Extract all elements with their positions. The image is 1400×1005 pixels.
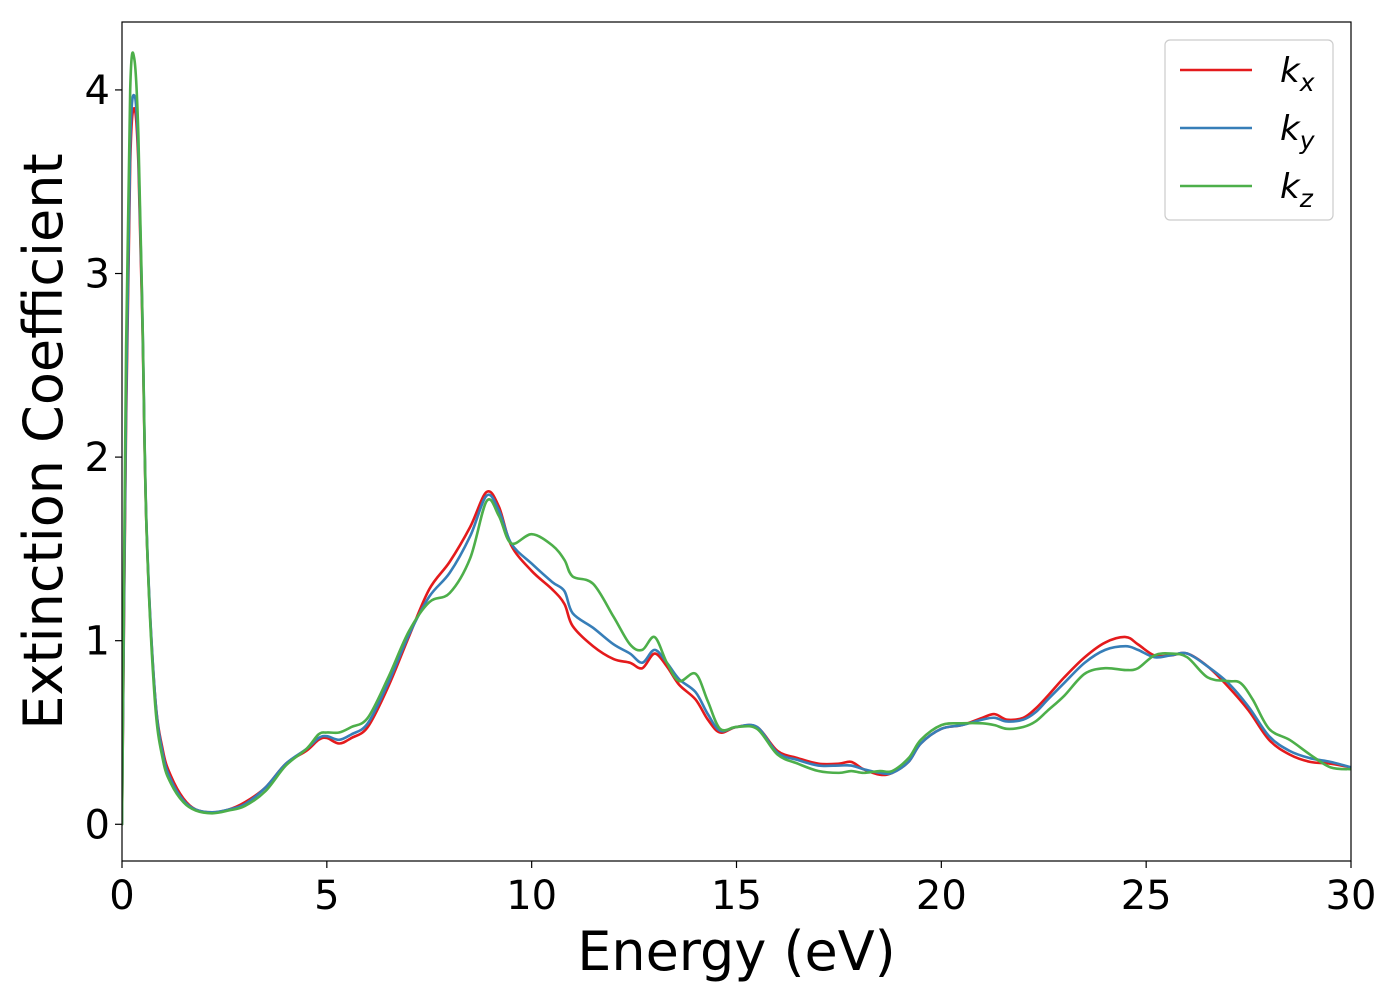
y-axis-title: Extinction Coefficient: [12, 153, 75, 729]
x-tick-label: 0: [109, 873, 134, 919]
y-tick-label: 3: [85, 252, 110, 298]
x-tick-label: 20: [916, 873, 967, 919]
legend: kx ky kz: [1164, 39, 1334, 221]
x-tick-label: 15: [711, 873, 762, 919]
legend-label-z: kz: [1280, 167, 1314, 213]
x-tick-label: 10: [506, 873, 557, 919]
series-line-z: [122, 51, 1351, 826]
x-tick-label: 30: [1326, 873, 1377, 919]
legend-label-y: ky: [1280, 109, 1316, 155]
y-tick-label: 1: [85, 619, 110, 665]
x-axis-title: Energy (eV): [577, 920, 896, 983]
legend-label-x: kx: [1280, 51, 1315, 97]
x-tick-label: 25: [1121, 873, 1172, 919]
y-tick-label: 4: [85, 68, 110, 114]
legend-box: [1164, 39, 1334, 221]
y-tick-label: 2: [85, 435, 110, 481]
y-tick-label: 0: [85, 802, 110, 848]
x-tick-label: 5: [314, 873, 339, 919]
series-layer: [122, 51, 1351, 826]
tick-layer: 0 5 10 15 20 25 30 0 1 2 3 4: [85, 68, 1377, 919]
